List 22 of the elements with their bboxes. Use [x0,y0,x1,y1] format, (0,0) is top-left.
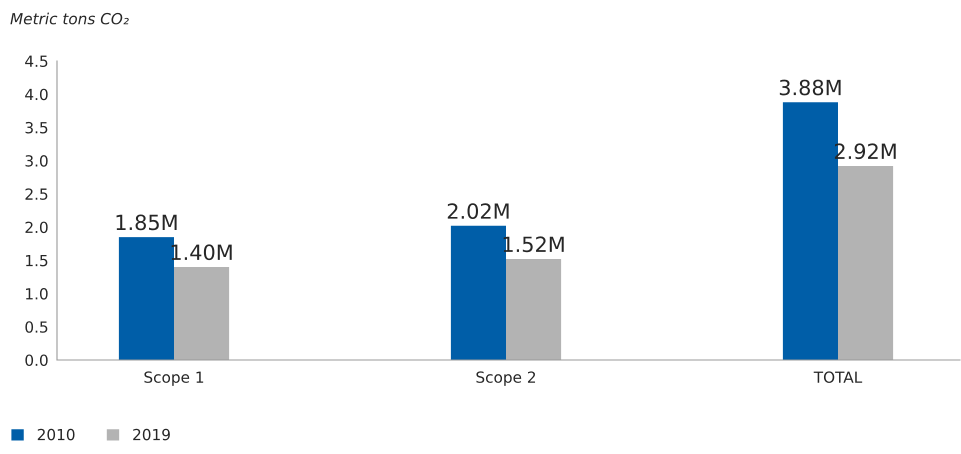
y-tick-label: 0.5 [25,321,48,333]
y-tick-label: 4.0 [25,88,48,100]
y-tick-label: 1.0 [26,288,48,300]
x-tick-label: TOTAL [814,371,862,383]
legend-label: 2010 [38,428,75,440]
data-label: 1.85M [116,214,177,230]
data-label: 2.02M [448,203,509,219]
y-tick-label: 3.0 [26,155,48,167]
data-label: 3.88M [780,80,841,96]
y-tick-label: 1.5 [26,255,48,266]
y-tick-label: 4.5 [25,56,48,68]
y-tick-label: 0.0 [25,354,48,366]
y-tick-label: 3.5 [26,122,48,134]
x-tick-label: Scope 2 [476,371,536,386]
y-axis-title: Metric tons CO₂ [10,12,129,24]
x-tick-label: Scope 1 [144,371,204,386]
bar [838,166,894,360]
y-tick-label: 2.5 [25,188,48,200]
y-tick-label: 2.0 [25,222,48,234]
bar [174,266,230,360]
legend-label: 2019 [133,428,170,440]
bar [506,259,562,360]
